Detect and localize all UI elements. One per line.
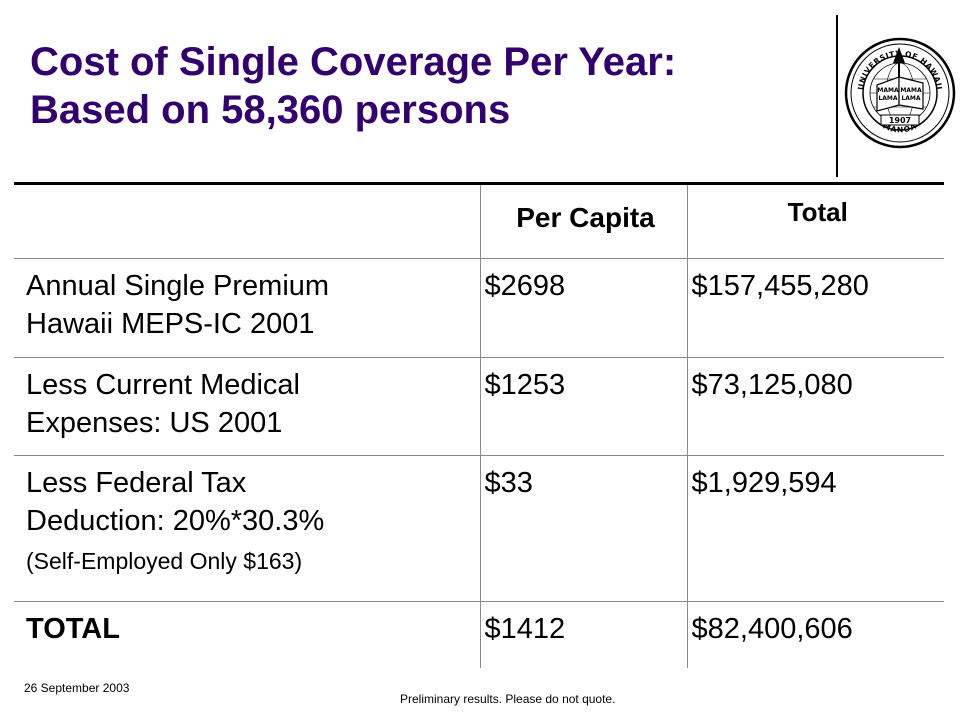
footer-date: 26 September 2003 — [24, 681, 130, 695]
table-row: Less Current Medical Expenses: US 2001 $… — [14, 357, 944, 456]
total-per-capita-value: $1412 — [479, 601, 688, 668]
grand-total-value: $82,400,606 — [686, 601, 944, 668]
row-label-line: Annual Single Premium — [26, 270, 330, 302]
header-label-cell — [14, 182, 481, 259]
seal-divider — [836, 15, 838, 177]
row-label-line: Less Current Medical — [26, 369, 300, 401]
seal-year: 1907 — [889, 116, 911, 125]
seal-motto-3: MAMA — [900, 87, 922, 94]
header-per-capita: Per Capita — [479, 182, 688, 259]
header-total: Total — [686, 182, 944, 259]
row-label-line: Less Federal Tax — [26, 467, 247, 499]
per-capita-value: $33 — [479, 455, 688, 602]
total-label: TOTAL — [14, 601, 481, 668]
table-total-row: TOTAL $1412 $82,400,606 — [14, 601, 944, 668]
total-value: $157,455,280 — [686, 258, 944, 358]
row-label-line: Hawaii MEPS-IC 2001 — [26, 308, 315, 340]
total-value: $73,125,080 — [686, 357, 944, 456]
seal-motto-4: LAMA — [901, 95, 920, 102]
row-label: Less Current Medical Expenses: US 2001 — [14, 357, 481, 456]
row-label: Annual Single Premium Hawaii MEPS-IC 200… — [14, 258, 481, 358]
row-label-note: (Self-Employed Only $163) — [26, 548, 303, 574]
per-capita-value: $1253 — [479, 357, 688, 456]
row-label-line: Deduction: 20%*30.3% — [26, 505, 325, 537]
total-value: $1,929,594 — [686, 455, 944, 602]
university-seal-icon: UNIVERSITY OF HAWAII MANOA MAMA LAMA MAM… — [843, 17, 958, 177]
row-label-line: Expenses: US 2001 — [26, 407, 283, 439]
per-capita-value: $2698 — [479, 258, 688, 358]
row-label: Less Federal Tax Deduction: 20%*30.3% (S… — [14, 455, 481, 602]
coverage-cost-table: Per Capita Total Annual Single Premium H… — [14, 182, 944, 668]
table-header-row: Per Capita Total — [14, 182, 944, 259]
table-row: Less Federal Tax Deduction: 20%*30.3% (S… — [14, 455, 944, 602]
slide-title-line-1: Cost of Single Coverage Per Year: — [30, 40, 677, 84]
seal-motto-1: MAMA — [877, 87, 899, 94]
footer-disclaimer: Preliminary results. Please do not quote… — [400, 692, 616, 706]
slide-title-line-2: Based on 58,360 persons — [30, 88, 511, 132]
table-row: Annual Single Premium Hawaii MEPS-IC 200… — [14, 258, 944, 358]
slide-title: Cost of Single Coverage Per Year: Based … — [30, 38, 820, 134]
seal-motto-2: LAMA — [878, 95, 897, 102]
